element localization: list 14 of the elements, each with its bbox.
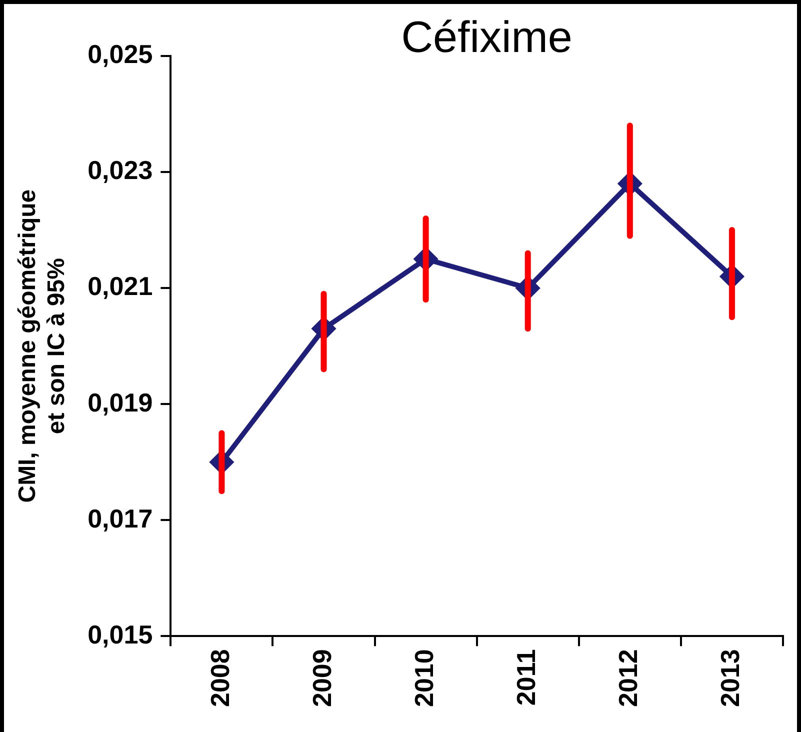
x-tick-label: 2009 [306, 649, 337, 708]
y-tick-label: 0,021 [88, 271, 153, 302]
x-tick-label: 2010 [408, 649, 439, 708]
x-tick-label: 2011 [511, 649, 542, 706]
x-tick-label: 2008 [204, 649, 235, 708]
x-tick-label: 2013 [715, 649, 746, 708]
y-tick-label: 0,023 [88, 155, 153, 186]
y-tick-label: 0,015 [88, 619, 153, 650]
y-tick-label: 0,025 [88, 39, 153, 70]
x-tick-label: 2012 [613, 649, 644, 708]
y-axis-title: CMI, moyenne géométrique et son IC à 95% [14, 189, 70, 503]
chart-title: Céfixime [401, 13, 572, 62]
y-tick-label: 0,017 [88, 503, 153, 534]
y-tick-label: 0,019 [88, 387, 153, 418]
